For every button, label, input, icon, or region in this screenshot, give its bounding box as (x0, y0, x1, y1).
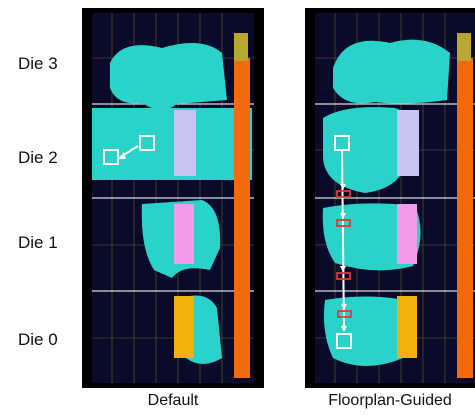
bram-die2 (174, 110, 196, 176)
bram-die0 (174, 296, 194, 358)
arrowhead-1 (340, 184, 346, 190)
default-floorplan (92, 13, 254, 383)
die-3-label: Die 3 (18, 54, 58, 73)
placement-arrowhead (118, 152, 126, 159)
default-floorplan-panel (82, 8, 264, 388)
logic-region-die2 (323, 107, 410, 193)
floorplan-guided-panel (305, 8, 475, 388)
bram-die1 (174, 204, 194, 264)
default-caption: Default (147, 392, 199, 409)
die-2-label: Die 2 (18, 148, 58, 167)
die-crossing-marker (336, 190, 351, 198)
module-box-dest (139, 135, 155, 151)
guided-floorplan (315, 13, 475, 383)
placement-arrow-path (341, 149, 345, 331)
sll-column (457, 58, 473, 378)
bram-die2 (397, 110, 419, 176)
logic-region-die3 (333, 39, 450, 104)
arrowhead-2 (340, 213, 346, 219)
die-1-label: Die 1 (18, 233, 58, 252)
die-crossing-marker (337, 310, 352, 318)
sll-column-top (234, 33, 248, 61)
module-box-source (103, 149, 119, 165)
module-box-dest (336, 333, 352, 349)
arrowhead-3 (340, 266, 346, 272)
bram-die1 (397, 204, 417, 264)
placement-arrow (121, 145, 139, 157)
logic-region-die2 (92, 108, 252, 180)
sll-column (234, 58, 250, 378)
logic-region-die3 (110, 43, 227, 110)
floorplan-guided-caption: Floorplan-Guided (328, 392, 452, 409)
die-0-label: Die 0 (18, 330, 58, 349)
sll-column-top (457, 33, 471, 61)
die-crossing-marker (336, 219, 351, 227)
arrowhead-4 (341, 304, 347, 310)
die-crossing-marker (336, 272, 351, 280)
bram-die0 (397, 296, 417, 358)
arrowhead-5 (341, 326, 347, 332)
